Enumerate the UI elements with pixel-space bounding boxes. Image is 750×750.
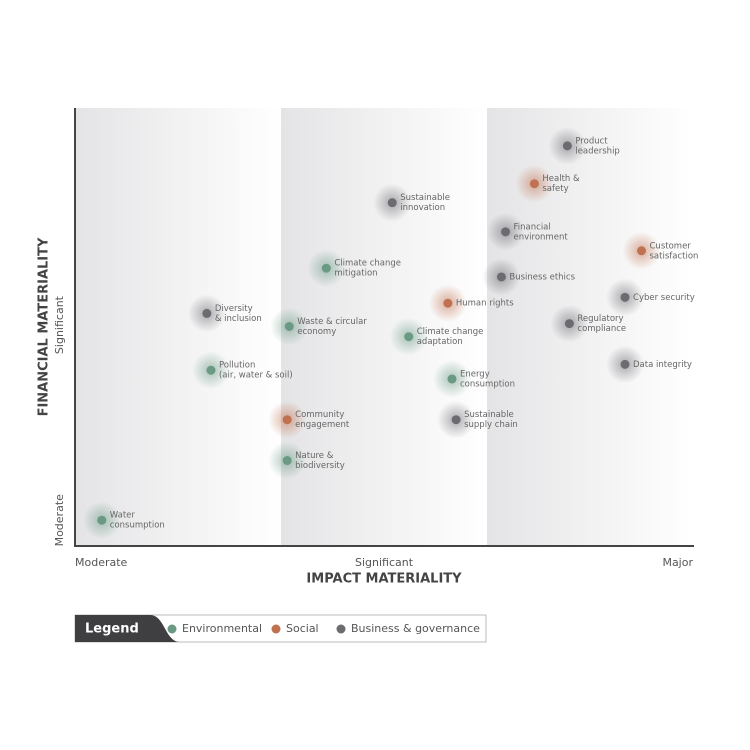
- legend-swatch: [167, 624, 177, 634]
- point: [496, 272, 506, 282]
- point-label: economy: [297, 327, 336, 337]
- point-label: supply chain: [464, 420, 518, 430]
- y-axis-title: FINANCIAL MATERIALITY: [37, 237, 52, 416]
- point-label: Financial: [514, 222, 551, 232]
- point: [404, 332, 414, 342]
- point-label: Pollution: [219, 361, 255, 371]
- point-label: mitigation: [334, 269, 377, 279]
- point: [202, 308, 212, 318]
- point-label: Customer: [650, 241, 692, 251]
- point-label: Health &: [542, 174, 580, 184]
- point-label: Water: [110, 511, 136, 521]
- point: [620, 292, 630, 302]
- legend-title: Legend: [85, 622, 139, 637]
- x-tick-label: Moderate: [75, 556, 128, 569]
- point-label: environment: [514, 232, 569, 242]
- point-label: Business ethics: [509, 272, 575, 282]
- x-tick-label: Major: [662, 556, 693, 569]
- point: [282, 456, 292, 466]
- point: [282, 415, 292, 425]
- point-label: Climate change: [334, 259, 401, 269]
- point: [443, 298, 453, 308]
- point-label: adaptation: [417, 337, 463, 347]
- legend-label: Environmental: [182, 622, 262, 635]
- point-label: Sustainable: [464, 410, 514, 420]
- point-label: Sustainable: [400, 193, 450, 203]
- x-axis-title: IMPACT MATERIALITY: [306, 572, 462, 587]
- point-label: Climate change: [417, 327, 484, 337]
- x-tick-label: Significant: [355, 556, 414, 569]
- point-label: Human rights: [456, 299, 514, 309]
- point: [387, 198, 397, 208]
- point-label: Nature &: [295, 451, 334, 461]
- point-label: satisfaction: [650, 251, 699, 261]
- legend-tab: [75, 615, 180, 642]
- point-label: Waste & circular: [297, 317, 367, 327]
- point-label: & inclusion: [215, 314, 262, 324]
- legend-swatch: [336, 624, 346, 634]
- point-label: engagement: [295, 420, 350, 430]
- band: [75, 108, 281, 545]
- legend-swatch: [271, 624, 281, 634]
- point: [206, 365, 216, 375]
- point: [447, 374, 457, 384]
- point: [451, 415, 461, 425]
- legend-label: Social: [286, 622, 319, 635]
- point-label: compliance: [577, 324, 626, 334]
- point: [564, 319, 574, 329]
- point-label: Community: [295, 410, 344, 420]
- point: [321, 263, 331, 273]
- point-label: Diversity: [215, 304, 253, 314]
- point: [529, 179, 539, 189]
- point-label: innovation: [400, 203, 445, 213]
- legend-label: Business & governance: [351, 622, 480, 635]
- y-tick-label: Significant: [53, 295, 66, 354]
- point: [637, 246, 646, 256]
- point-label: Product: [575, 136, 608, 146]
- point: [562, 141, 572, 151]
- point-label: Energy: [460, 369, 490, 379]
- point-label: biodiversity: [295, 461, 345, 471]
- point-label: leadership: [575, 146, 620, 156]
- point: [620, 359, 630, 369]
- point: [284, 322, 294, 331]
- point-label: consumption: [460, 379, 515, 389]
- band: [281, 108, 487, 545]
- point-label: Regulatory: [577, 314, 623, 324]
- point-label: Cyber security: [633, 293, 695, 303]
- point: [97, 515, 107, 525]
- point-label: safety: [542, 184, 568, 194]
- point: [501, 227, 511, 237]
- point-label: consumption: [110, 521, 165, 531]
- point-label: (air, water & soil): [219, 371, 293, 381]
- point-label: Data integrity: [633, 360, 692, 370]
- y-tick-label: Moderate: [53, 494, 66, 547]
- legend: Legend: [74, 614, 487, 643]
